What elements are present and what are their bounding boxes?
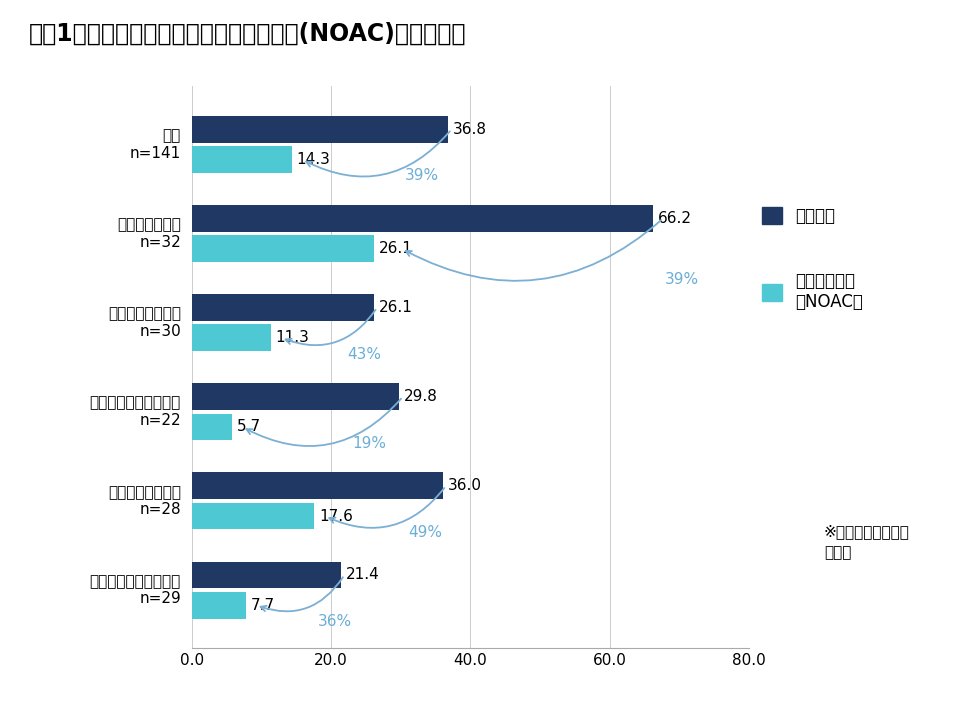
Text: 7.7: 7.7 <box>251 598 275 613</box>
Bar <box>192 325 271 351</box>
Legend: 抗凝固薬, 新規抗凝固薬
（NOAC）: 抗凝固薬, 新規抗凝固薬 （NOAC） <box>761 207 863 311</box>
Bar <box>192 413 231 441</box>
Text: 39%: 39% <box>405 168 439 184</box>
Bar <box>192 503 315 529</box>
Bar <box>192 205 653 232</box>
Text: 36.0: 36.0 <box>447 478 481 493</box>
Bar <box>192 235 373 262</box>
Bar <box>192 562 341 588</box>
Bar <box>192 146 292 173</box>
Text: 21.4: 21.4 <box>346 567 379 582</box>
Text: 36.8: 36.8 <box>453 122 487 137</box>
Text: 66.2: 66.2 <box>658 211 691 226</box>
Text: 直近1ヶ月間の抗凝固薬及び新規抗凝固薬(NOAC)処方患者数: 直近1ヶ月間の抗凝固薬及び新規抗凝固薬(NOAC)処方患者数 <box>29 22 467 45</box>
Text: 49%: 49% <box>409 525 443 540</box>
Text: 26.1: 26.1 <box>378 300 413 315</box>
Bar <box>192 592 246 618</box>
Text: 36%: 36% <box>318 614 351 629</box>
Text: 26.1: 26.1 <box>378 241 413 256</box>
Text: 19%: 19% <box>352 436 387 451</box>
Text: 29.8: 29.8 <box>404 389 438 404</box>
Bar <box>192 116 448 143</box>
Text: 17.6: 17.6 <box>320 508 353 523</box>
Text: ※処方患者人数平均
（人）: ※処方患者人数平均 （人） <box>824 524 910 560</box>
Text: 11.3: 11.3 <box>276 330 309 346</box>
Bar <box>192 294 373 321</box>
Bar <box>192 383 399 410</box>
Bar <box>192 472 443 499</box>
Text: 43%: 43% <box>348 347 382 361</box>
Text: 39%: 39% <box>665 272 700 287</box>
Text: 14.3: 14.3 <box>297 152 330 167</box>
Text: 5.7: 5.7 <box>236 420 261 434</box>
